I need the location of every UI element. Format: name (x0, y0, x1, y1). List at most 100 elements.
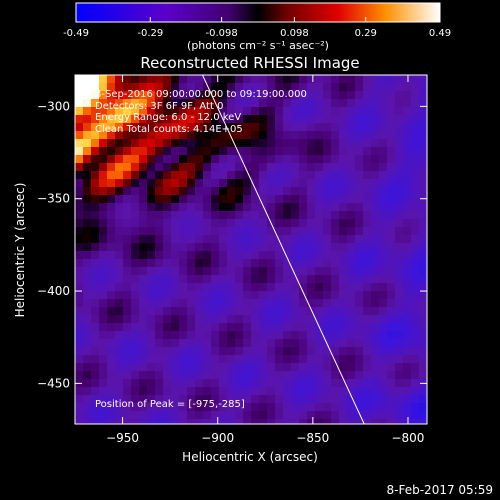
heatmap-cell (211, 107, 219, 115)
heatmap-cell (171, 355, 179, 363)
heatmap-cell (419, 347, 427, 355)
heatmap-cell (179, 379, 187, 387)
heatmap-cell (203, 291, 211, 299)
heatmap-cell (203, 411, 211, 419)
heatmap-cell (299, 371, 307, 379)
heatmap-cell (355, 227, 363, 235)
heatmap-cell (275, 227, 283, 235)
heatmap-cell (123, 419, 131, 424)
heatmap-cell (227, 307, 235, 315)
heatmap-cell (227, 235, 235, 243)
plot-frame (74, 74, 428, 425)
heatmap-cell (355, 147, 363, 155)
heatmap-cell (235, 235, 243, 243)
heatmap-cell (195, 107, 203, 115)
heatmap-cell (291, 99, 299, 107)
heatmap-cell (419, 219, 427, 227)
heatmap-cell (131, 371, 139, 379)
heatmap-cell (419, 395, 427, 403)
heatmap-cell (75, 139, 83, 147)
heatmap-cell (299, 291, 307, 299)
heatmap-cell (227, 107, 235, 115)
heatmap-cell (235, 363, 243, 371)
heatmap-cell (91, 147, 99, 155)
heatmap-cell (243, 75, 251, 83)
heatmap-cell (155, 139, 163, 147)
heatmap-cell (355, 283, 363, 291)
colorbar-tick-label: -0.49 (63, 28, 89, 39)
heatmap-cell (227, 315, 235, 323)
heatmap-cell (219, 155, 227, 163)
heatmap-cell (363, 139, 371, 147)
heatmap-cell (147, 115, 155, 123)
heatmap-cell (203, 75, 211, 83)
heatmap-cell (419, 187, 427, 195)
heatmap-cell (171, 339, 179, 347)
heatmap-cell (139, 339, 147, 347)
heatmap-cell (115, 251, 123, 259)
heatmap-cell (307, 339, 315, 347)
heatmap-cell (243, 331, 251, 339)
heatmap-cell (251, 331, 259, 339)
heatmap-cell (387, 203, 395, 211)
heatmap-cell (315, 115, 323, 123)
heatmap-cell (347, 187, 355, 195)
heatmap-cell (243, 123, 251, 131)
heatmap-cell (107, 315, 115, 323)
heatmap-cell (99, 411, 107, 419)
heatmap-cell (363, 363, 371, 371)
heatmap-cell (115, 403, 123, 411)
heatmap-cell (115, 387, 123, 395)
heatmap-cell (115, 419, 123, 424)
heatmap-cell (123, 411, 131, 419)
heatmap-cell (339, 307, 347, 315)
heatmap-cell (171, 91, 179, 99)
heatmap-cell (99, 379, 107, 387)
heatmap-cell (131, 283, 139, 291)
heatmap-cell (251, 107, 259, 115)
heatmap-cell (91, 131, 99, 139)
heatmap-cell (211, 323, 219, 331)
heatmap-cell (243, 307, 251, 315)
heatmap-cell (123, 139, 131, 147)
heatmap-cell (91, 307, 99, 315)
heatmap-cell (91, 139, 99, 147)
heatmap-cell (411, 371, 419, 379)
heatmap-cell (147, 379, 155, 387)
heatmap-cell (387, 99, 395, 107)
heatmap-cell (171, 283, 179, 291)
heatmap-cell (91, 171, 99, 179)
heatmap-cell (155, 339, 163, 347)
heatmap-cell (195, 195, 203, 203)
heatmap-cell (195, 387, 203, 395)
heatmap-cell (379, 411, 387, 419)
heatmap-cell (123, 291, 131, 299)
heatmap-cell (267, 379, 275, 387)
heatmap-cell (411, 155, 419, 163)
heatmap-cell (355, 419, 363, 424)
heatmap-cell (155, 395, 163, 403)
heatmap-cell (411, 387, 419, 395)
annotation-clean: Clean Total counts: 4.14E+05 (95, 124, 243, 135)
heatmap-cell (419, 323, 427, 331)
colorbar-gradient (75, 2, 441, 23)
heatmap-cell (347, 211, 355, 219)
heatmap-cell (91, 323, 99, 331)
heatmap-cell (379, 307, 387, 315)
heatmap-cell (259, 315, 267, 323)
heatmap-cell (211, 355, 219, 363)
heatmap-cell (211, 123, 219, 131)
heatmap-cell (139, 187, 147, 195)
heatmap-cell (347, 379, 355, 387)
heatmap-cell (195, 331, 203, 339)
heatmap-cell (283, 123, 291, 131)
heatmap-cell (83, 371, 91, 379)
heatmap-cell (291, 387, 299, 395)
heatmap-cell (235, 227, 243, 235)
heatmap-cell (395, 91, 403, 99)
heatmap-cell (299, 347, 307, 355)
heatmap-cell (243, 219, 251, 227)
heatmap-cell (331, 291, 339, 299)
heatmap-cell (179, 307, 187, 315)
heatmap-cell (259, 251, 267, 259)
